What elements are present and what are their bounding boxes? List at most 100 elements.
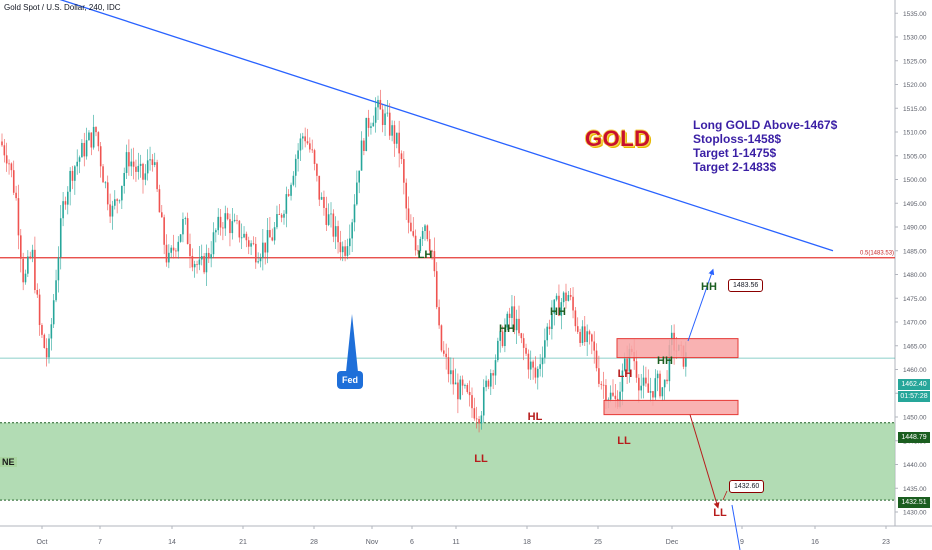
candle-body <box>661 387 664 397</box>
candle-body <box>548 326 551 330</box>
candle-body <box>41 325 43 335</box>
candle-body <box>76 161 78 167</box>
y-tick-label: 1485.00 <box>903 248 927 255</box>
candle-body <box>398 132 400 154</box>
candle-body <box>443 350 445 354</box>
candle-body <box>478 418 480 424</box>
candle-body <box>377 99 379 108</box>
candle-body <box>88 132 90 141</box>
candle-body <box>158 189 161 213</box>
candle-body <box>306 141 309 144</box>
candle-body <box>219 216 222 228</box>
candle-body <box>576 326 579 332</box>
y-tick-label: 1525.00 <box>903 58 927 65</box>
candle-body <box>316 163 318 176</box>
candle-body <box>492 373 494 376</box>
candle-body <box>273 227 276 241</box>
candle-body <box>372 122 375 127</box>
y-tick-label: 1510.00 <box>903 130 927 137</box>
candle-body <box>318 175 321 200</box>
candle-body <box>337 226 339 243</box>
candle-body <box>480 415 483 424</box>
candle-body <box>574 310 577 327</box>
candle-body <box>400 153 403 160</box>
candle-body <box>121 185 123 201</box>
y-tick-label: 1520.00 <box>903 82 927 89</box>
candle-body <box>421 231 424 239</box>
target-low-connector <box>722 490 728 501</box>
candle-body <box>551 313 553 330</box>
candle-body <box>642 377 645 386</box>
candle-body <box>520 333 523 339</box>
candle-body <box>97 132 100 147</box>
candle-body <box>299 138 302 151</box>
candle-body <box>280 214 283 218</box>
structure-label-lh: LH <box>418 249 433 261</box>
continuation-line <box>731 504 741 550</box>
candle-body <box>205 252 208 273</box>
candle-body <box>525 347 527 354</box>
candle-body <box>153 162 156 165</box>
candle-body <box>59 218 62 258</box>
candle-body <box>250 243 252 247</box>
candle-body <box>482 387 485 416</box>
candle-body <box>137 165 140 172</box>
structure-label-hh: HH <box>499 323 515 335</box>
candle-body <box>215 230 217 233</box>
candle-body <box>391 125 393 136</box>
x-tick-label: Nov <box>366 539 379 546</box>
candle-body <box>95 126 97 133</box>
x-tick-label: 9 <box>740 539 744 546</box>
candle-body <box>475 418 478 420</box>
candle-body <box>12 170 15 193</box>
candle-body <box>645 377 647 384</box>
candle-body <box>652 391 654 398</box>
candle-body <box>532 361 534 368</box>
candle-body <box>55 280 57 301</box>
y-tick-label: 1490.00 <box>903 225 927 232</box>
structure-label-ll: LL <box>617 435 631 447</box>
candle-body <box>156 162 158 190</box>
trade-plan-line: Long GOLD Above-1467$ <box>693 118 838 132</box>
candle-body <box>104 182 107 184</box>
candle-body <box>588 331 591 335</box>
candle-body <box>584 326 586 343</box>
candle-body <box>57 257 60 281</box>
candle-body <box>522 338 525 348</box>
candle-body <box>438 307 440 326</box>
candle-body <box>144 173 147 180</box>
candle-body <box>367 117 370 128</box>
x-tick-label: 7 <box>98 539 102 546</box>
candles-group <box>1 89 687 433</box>
candle-body <box>663 379 666 388</box>
candle-body <box>560 302 563 316</box>
candle-body <box>264 242 266 253</box>
zone-label: NE <box>0 457 17 467</box>
candle-body <box>243 233 245 238</box>
candle-body <box>344 246 346 256</box>
candle-body <box>149 159 151 161</box>
candle-body <box>339 242 342 253</box>
projection-up-arrow <box>687 268 715 342</box>
candle-body <box>685 352 687 367</box>
candle-body <box>508 313 511 318</box>
candle-body <box>259 257 262 262</box>
candle-body <box>229 219 231 234</box>
candle-body <box>598 368 600 384</box>
candle-body <box>198 259 201 265</box>
candle-body <box>381 109 384 125</box>
candle-body <box>224 213 227 229</box>
candle-body <box>233 219 236 222</box>
x-tick-label: 23 <box>882 539 890 546</box>
candle-body <box>466 384 469 393</box>
zone-bottom-tag: 1432.51 <box>898 497 930 508</box>
candle-body <box>67 191 69 205</box>
candle-body <box>539 364 541 369</box>
candle-body <box>431 250 433 252</box>
lower-pink-box <box>603 399 739 416</box>
candle-body <box>34 249 36 291</box>
candle-body <box>504 327 506 347</box>
candle-body <box>591 334 593 342</box>
structure-label-hh: HH <box>701 281 717 293</box>
